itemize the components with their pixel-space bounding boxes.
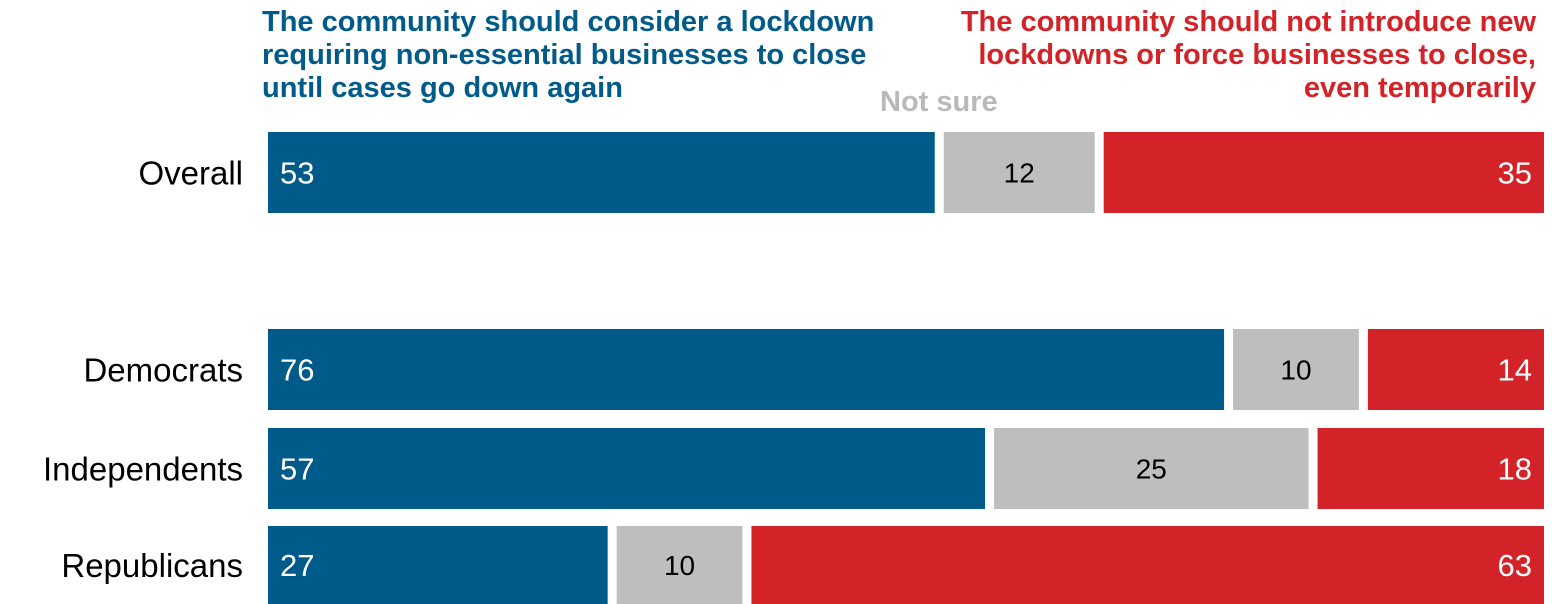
- value-label-oppose-republicans: 63: [1498, 548, 1532, 583]
- row-label-democrats: Democrats: [83, 352, 243, 389]
- value-label-support-independents: 57: [280, 452, 314, 487]
- value-label-oppose-overall: 35: [1498, 156, 1532, 191]
- value-label-support-republicans: 27: [280, 548, 314, 583]
- bar-not-sure-independents: [994, 428, 1309, 509]
- value-label-support-democrats: 76: [280, 353, 314, 388]
- bar-not-sure-overall: [943, 132, 1095, 213]
- bar-support-democrats: [268, 329, 1225, 410]
- bar-not-sure-democrats: [1233, 329, 1359, 410]
- value-label-not-sure-independents: 25: [1136, 454, 1167, 485]
- value-label-oppose-democrats: 14: [1498, 353, 1532, 388]
- row-label-independents: Independents: [43, 451, 243, 488]
- bar-support-overall: [268, 132, 935, 213]
- legend-not-sure: Not sure: [880, 86, 998, 118]
- bar-not-sure-republicans: [616, 526, 743, 604]
- value-label-not-sure-overall: 12: [1004, 158, 1035, 189]
- legend-oppose: The community should not introduce new l…: [960, 6, 1536, 104]
- bar-oppose-democrats: [1367, 329, 1544, 410]
- value-label-not-sure-republicans: 10: [664, 550, 695, 581]
- bar-support-independents: [268, 428, 986, 509]
- value-label-support-overall: 53: [280, 156, 314, 191]
- bar-support-republicans: [268, 526, 608, 604]
- row-label-overall: Overall: [138, 155, 243, 192]
- bar-oppose-independents: [1317, 428, 1544, 509]
- bar-oppose-republicans: [751, 526, 1544, 604]
- value-label-oppose-independents: 18: [1498, 452, 1532, 487]
- value-label-not-sure-democrats: 10: [1280, 355, 1311, 386]
- bar-oppose-overall: [1103, 132, 1544, 213]
- row-label-republicans: Republicans: [61, 547, 243, 584]
- legend-support: The community should consider a lockdown…: [262, 6, 875, 104]
